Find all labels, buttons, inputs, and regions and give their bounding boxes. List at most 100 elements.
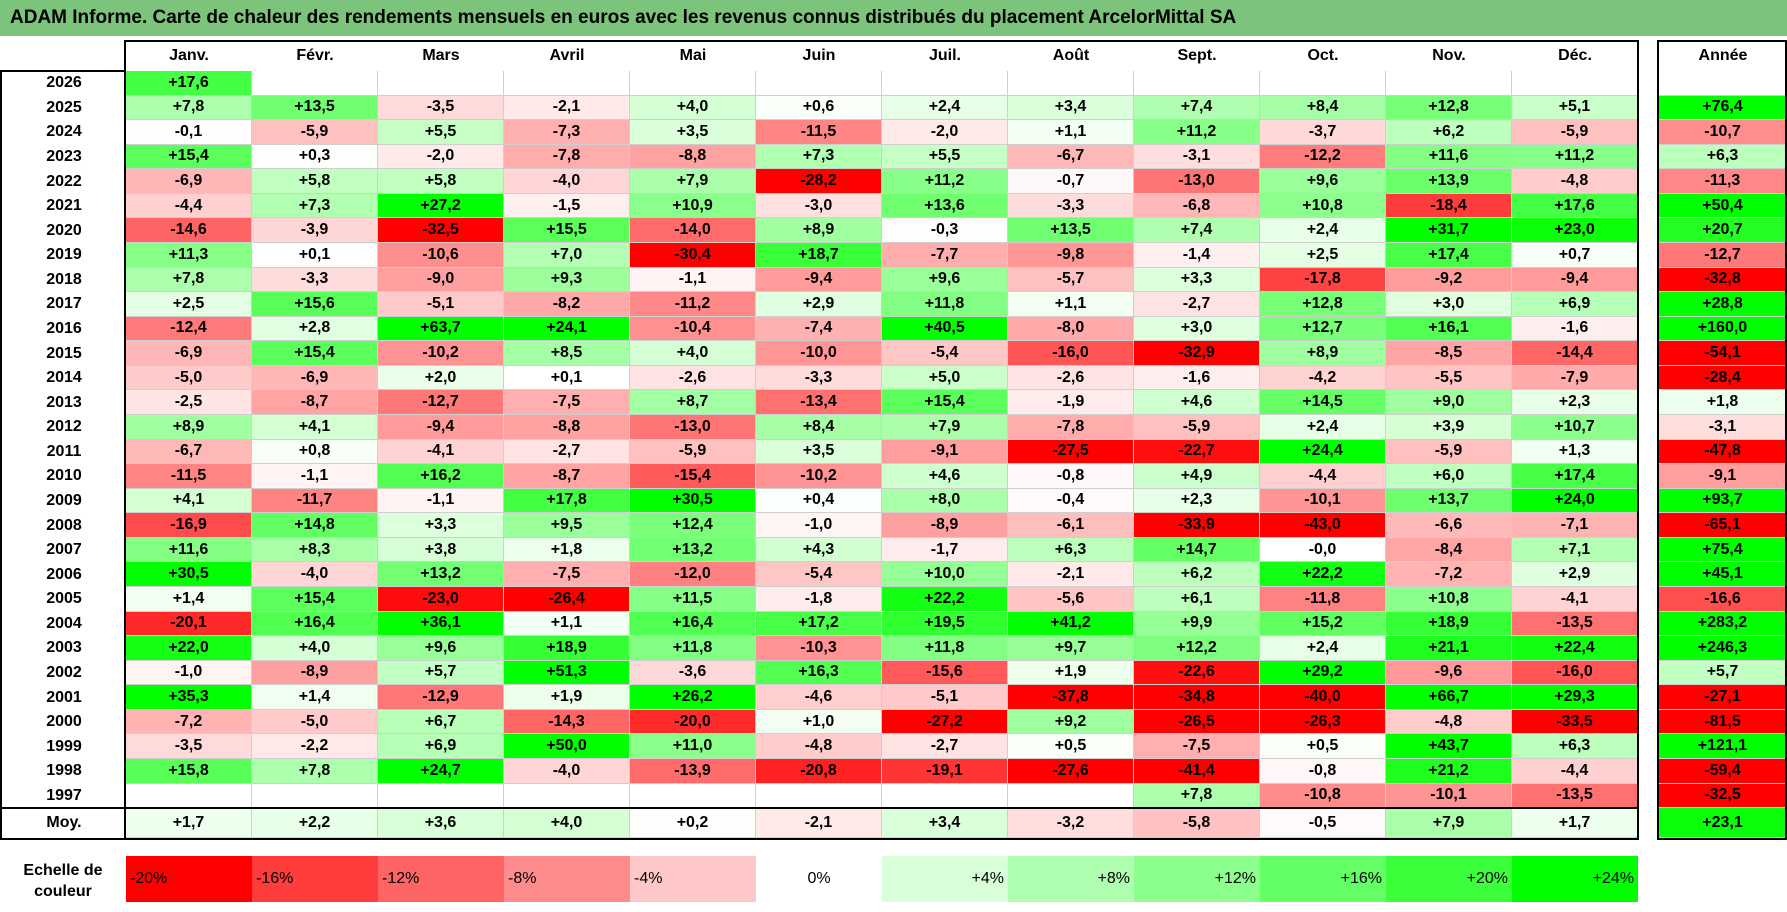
- heatmap-cell: +12,4: [630, 513, 756, 538]
- heatmap-cell: -23,0: [378, 586, 504, 612]
- year-label: 2004: [46, 614, 82, 632]
- annual-cell: +246,3: [1659, 636, 1787, 661]
- heatmap-cell: -4,1: [378, 439, 504, 465]
- heatmap-cell: +2,4: [1260, 218, 1386, 243]
- heatmap-cell: -6,9: [126, 341, 252, 366]
- heatmap-cell: -41,4: [1134, 758, 1260, 784]
- heatmap-cell: [756, 71, 882, 96]
- heatmap-cell: -13,0: [1134, 169, 1260, 194]
- heatmap-cell: -10,2: [756, 464, 882, 489]
- heatmap-cell: -1,8: [756, 586, 882, 612]
- heatmap-cell: -8,7: [252, 390, 378, 415]
- heatmap-cell: -2,7: [1134, 292, 1260, 317]
- color-scale-step: +4%: [882, 856, 1008, 902]
- heatmap-cell: -0,4: [1008, 488, 1134, 514]
- heatmap-cell: -5,5: [1386, 365, 1512, 391]
- heatmap-cell: +4,6: [1134, 390, 1260, 415]
- average-cell: -0,5: [1260, 808, 1386, 839]
- heatmap-cell: -3,5: [378, 95, 504, 121]
- heatmap-cell: -8,9: [882, 513, 1008, 538]
- heatmap-cell: [1386, 71, 1512, 96]
- annual-cell: -59,4: [1659, 758, 1787, 784]
- heatmap-cell: +4,0: [630, 95, 756, 121]
- heatmap-cell: -8,9: [252, 660, 378, 686]
- page-title: ADAM Informe. Carte de chaleur des rende…: [0, 0, 1787, 36]
- heatmap-cell: +2,4: [1260, 414, 1386, 440]
- heatmap-cell: +10,0: [882, 562, 1008, 587]
- average-cell: -2,1: [756, 808, 882, 839]
- heatmap-cell: [252, 71, 378, 96]
- heatmap-cell: +15,2: [1260, 611, 1386, 637]
- heatmap-cell: [882, 71, 1008, 96]
- heatmap-cell: -13,9: [630, 758, 756, 784]
- heatmap-cell: +13,9: [1386, 169, 1512, 194]
- heatmap-cell: [1008, 783, 1134, 809]
- year-label: 2015: [46, 344, 82, 362]
- heatmap-cell: +2,0: [378, 365, 504, 391]
- color-scale-step: -8%: [504, 856, 630, 902]
- heatmap-cell: +0,5: [1260, 734, 1386, 759]
- heatmap-cell: -7,5: [504, 562, 630, 587]
- year-label: 2005: [46, 590, 82, 608]
- heatmap-cell: +7,9: [630, 169, 756, 194]
- heatmap-cell: -9,4: [378, 414, 504, 440]
- heatmap-cell: +6,1: [1134, 586, 1260, 612]
- annual-cell: -47,8: [1659, 439, 1787, 465]
- heatmap-cell: -13,5: [1512, 783, 1638, 809]
- heatmap-cell: -11,5: [126, 464, 252, 489]
- heatmap-cell: [1134, 71, 1260, 96]
- heatmap-cell: +30,5: [630, 488, 756, 514]
- heatmap-cell: +27,2: [378, 193, 504, 219]
- heatmap-cell: +7,0: [504, 242, 630, 268]
- heatmap-cell: -12,4: [126, 316, 252, 342]
- heatmap-cell: +26,2: [630, 685, 756, 710]
- heatmap-cell: +9,0: [1386, 390, 1512, 415]
- heatmap-cell: +5,5: [882, 144, 1008, 170]
- annual-cell: [1659, 71, 1787, 96]
- heatmap-cell: -7,2: [126, 709, 252, 735]
- heatmap-cell: -10,1: [1386, 783, 1512, 809]
- heatmap-cell: -4,0: [252, 562, 378, 587]
- color-scale-step: +8%: [1008, 856, 1134, 902]
- heatmap-cell: +11,2: [1512, 144, 1638, 170]
- color-scale-step: +20%: [1386, 856, 1512, 902]
- heatmap-cell: +1,1: [1008, 120, 1134, 145]
- heatmap-cell: [504, 783, 630, 809]
- year-label: 2016: [46, 319, 82, 337]
- annual-cell: -81,5: [1659, 709, 1787, 735]
- month-header: Mars: [422, 47, 460, 64]
- heatmap-cell: +22,2: [1260, 562, 1386, 587]
- year-label: 2000: [46, 713, 82, 731]
- heatmap-cell: -33,9: [1134, 513, 1260, 538]
- heatmap-cell: [1512, 71, 1638, 96]
- heatmap-cell: +51,3: [504, 660, 630, 686]
- heatmap-cell: -5,0: [252, 709, 378, 735]
- heatmap-cell: +14,7: [1134, 537, 1260, 563]
- heatmap-cell: +3,9: [1386, 414, 1512, 440]
- heatmap-cell: -5,1: [882, 685, 1008, 710]
- heatmap-cell: -8,4: [1386, 537, 1512, 563]
- heatmap-cell: [378, 71, 504, 96]
- annual-cell: +160,0: [1659, 316, 1787, 342]
- heatmap-cell: +5,8: [252, 169, 378, 194]
- heatmap-cell: +1,4: [126, 586, 252, 612]
- heatmap-cell: +10,7: [1512, 414, 1638, 440]
- year-label: 2012: [46, 418, 82, 436]
- heatmap-cell: +15,5: [504, 218, 630, 243]
- heatmap-cell: +1,8: [504, 537, 630, 563]
- heatmap-cell: -2,2: [252, 734, 378, 759]
- heatmap-cell: [1008, 71, 1134, 96]
- month-header: Mai: [679, 47, 707, 64]
- heatmap-cell: -10,0: [756, 341, 882, 366]
- heatmap-cell: +30,5: [126, 562, 252, 587]
- year-label: 2011: [46, 442, 82, 460]
- heatmap-cell: -5,7: [1008, 267, 1134, 293]
- heatmap-cell: +4,0: [630, 341, 756, 366]
- heatmap-cell: -10,1: [1260, 488, 1386, 514]
- heatmap-cell: -7,5: [1134, 734, 1260, 759]
- heatmap-cell: -5,6: [1008, 586, 1134, 612]
- heatmap-cell: +6,9: [1512, 292, 1638, 317]
- annual-cell: -3,1: [1659, 414, 1787, 440]
- heatmap-cell: -5,9: [1386, 439, 1512, 465]
- heatmap-cell: -8,2: [504, 292, 630, 317]
